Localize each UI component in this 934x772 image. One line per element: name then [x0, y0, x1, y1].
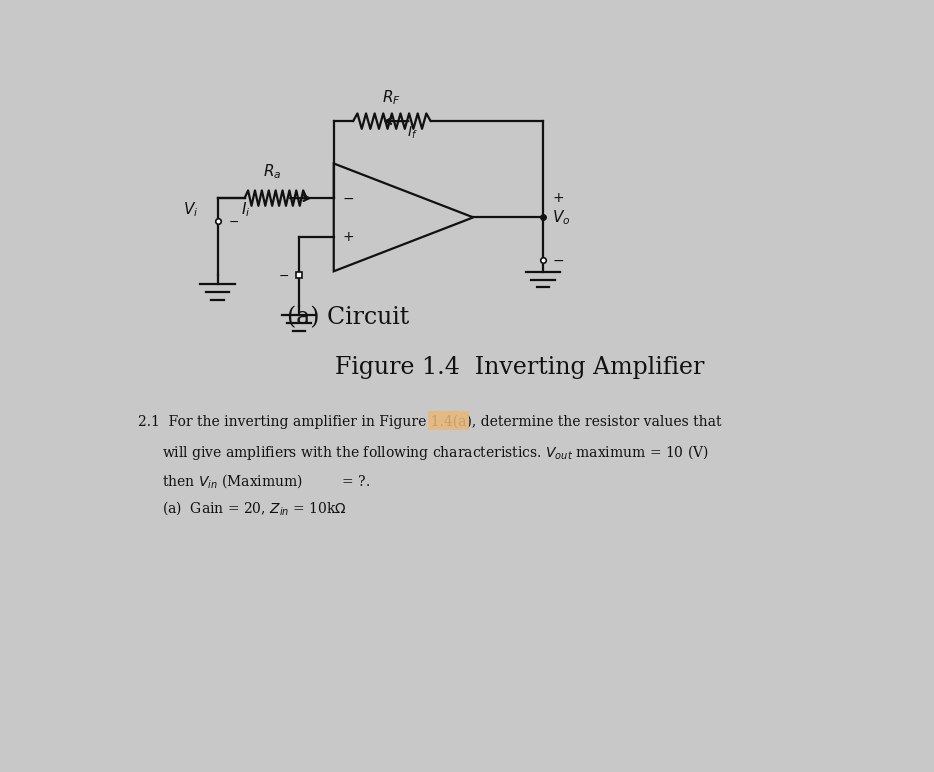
Text: then $V_{in}$ (Maximum)         = ?.: then $V_{in}$ (Maximum) = ?. — [162, 472, 370, 489]
Text: will give amplifiers with the following characteristics. $V_{out}$ maximum = 10 : will give amplifiers with the following … — [162, 442, 709, 462]
Text: $-$: $-$ — [552, 252, 564, 267]
Text: $+$: $+$ — [552, 191, 564, 205]
FancyBboxPatch shape — [428, 411, 470, 430]
Text: $-$: $-$ — [278, 269, 290, 282]
Text: $I_f$: $I_f$ — [407, 125, 418, 141]
Text: $V_o$: $V_o$ — [552, 208, 571, 227]
Text: $-$: $-$ — [228, 215, 239, 228]
Text: $I_i$: $I_i$ — [241, 200, 250, 219]
Text: Figure 1.4  Inverting Amplifier: Figure 1.4 Inverting Amplifier — [335, 356, 704, 379]
Text: (a) Circuit: (a) Circuit — [288, 306, 409, 329]
Text: $+$: $+$ — [342, 229, 354, 244]
Text: 2.1  For the inverting amplifier in Figure 1.4(a), determine the resistor values: 2.1 For the inverting amplifier in Figur… — [138, 415, 722, 428]
Text: (a)  Gain = 20, $Z_{in}$ = 10k$\Omega$: (a) Gain = 20, $Z_{in}$ = 10k$\Omega$ — [162, 499, 347, 517]
Text: $V_i$: $V_i$ — [183, 200, 198, 219]
Text: $R_a$: $R_a$ — [262, 162, 281, 181]
Text: $R_F$: $R_F$ — [382, 89, 402, 107]
Text: $-$: $-$ — [342, 191, 354, 205]
